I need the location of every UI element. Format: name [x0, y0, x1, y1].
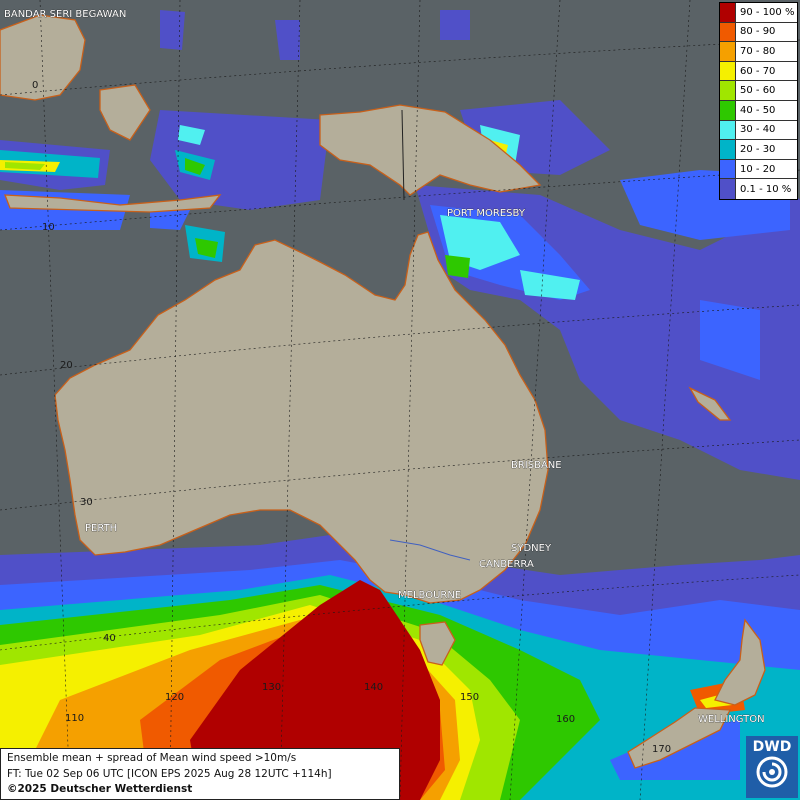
- grid-label-lon-170: 170: [652, 744, 671, 755]
- grid-label-lat-0: 0: [32, 80, 38, 91]
- murray-river: [389, 539, 471, 561]
- city-label-perth: PERTH: [85, 523, 117, 534]
- australia: [54, 231, 549, 604]
- landmass: [0, 14, 766, 769]
- grid-label-lat-40: 40: [103, 633, 116, 644]
- java-timor: [4, 194, 222, 213]
- legend-label: 0.1 - 10 %: [740, 183, 792, 195]
- grid-label-lon-150: 150: [460, 692, 479, 703]
- sulawesi: [99, 84, 151, 141]
- legend-label: 90 - 100 %: [740, 6, 795, 18]
- legend-row: 60 - 70: [720, 61, 797, 82]
- city-label-brisbane: BRISBANE: [511, 460, 562, 471]
- legend-swatch: [720, 120, 736, 140]
- forecast-time: FT: Tue 02 Sep 06 UTC [ICON EPS 2025 Aug…: [7, 767, 332, 780]
- legend-swatch: [720, 61, 736, 81]
- legend-label: 60 - 70: [740, 65, 776, 77]
- legend-swatch: [720, 100, 736, 120]
- legend-row: 50 - 60: [720, 81, 797, 101]
- legend-row: 0.1 - 10 %: [720, 179, 797, 199]
- legend-label: 50 - 60: [740, 85, 776, 97]
- legend: 90 - 100 % 80 - 90 70 - 80 60 - 70 50 - …: [719, 2, 798, 200]
- legend-row: 90 - 100 %: [720, 3, 797, 23]
- legend-swatch: [720, 22, 736, 42]
- borneo: [0, 14, 86, 101]
- legend-row: 10 - 20: [720, 159, 797, 180]
- city-label-sydney: SYDNEY: [511, 543, 552, 554]
- copyright: ©2025 Deutscher Wetterdienst: [7, 783, 193, 795]
- legend-row: 30 - 40: [720, 120, 797, 141]
- grid-label-lon-140: 140: [364, 682, 383, 693]
- legend-label: 40 - 50: [740, 104, 776, 116]
- legend-swatch: [720, 42, 736, 61]
- legend-label: 80 - 90: [740, 26, 776, 38]
- legend-row: 20 - 30: [720, 140, 797, 160]
- product-description: Ensemble mean + spread of Mean wind spee…: [7, 752, 297, 764]
- grid-label-lon-160: 160: [556, 714, 575, 725]
- city-label-melbourne: MELBOURNE: [398, 590, 461, 601]
- legend-swatch: [720, 140, 736, 159]
- grid-label-lat-20: 20: [60, 360, 73, 371]
- grid-label-lon-130: 130: [262, 682, 281, 693]
- info-box: Ensemble mean + spread of Mean wind spee…: [0, 748, 400, 800]
- legend-label: 70 - 80: [740, 45, 776, 57]
- city-label-wellington: WELLINGTON: [698, 714, 765, 725]
- grid-label-lat-10: 10: [42, 222, 55, 233]
- probability-field-southern-ocean: [0, 535, 800, 800]
- legend-row: 40 - 50: [720, 100, 797, 121]
- city-label-bandar-seri-begawan: BANDAR SERI BEGAWAN: [4, 9, 126, 20]
- grid-label-lon-110: 110: [65, 713, 84, 724]
- legend-row: 80 - 90: [720, 22, 797, 43]
- nz-north: [714, 618, 766, 706]
- swirl-icon: [756, 756, 788, 788]
- legend-swatch: [720, 3, 736, 22]
- grid-label-lon-120: 120: [165, 692, 184, 703]
- legend-swatch: [720, 81, 736, 100]
- dwd-logo: DWD: [746, 736, 798, 798]
- legend-swatch: [720, 179, 736, 199]
- legend-label: 10 - 20: [740, 163, 776, 175]
- new-caledonia: [688, 386, 732, 421]
- nz-south: [627, 707, 732, 769]
- dwd-logo-text: DWD: [752, 739, 792, 755]
- legend-row: 70 - 80: [720, 42, 797, 62]
- png-border: [401, 109, 405, 201]
- new-guinea: [319, 104, 542, 196]
- tasmania: [419, 621, 456, 666]
- grid-label-lat-30: 30: [80, 497, 93, 508]
- city-label-canberra: CANBERRA: [479, 559, 534, 570]
- legend-label: 30 - 40: [740, 124, 776, 136]
- legend-swatch: [720, 159, 736, 179]
- city-label-port-moresby: PORT MORESBY: [447, 208, 526, 219]
- legend-label: 20 - 30: [740, 143, 776, 155]
